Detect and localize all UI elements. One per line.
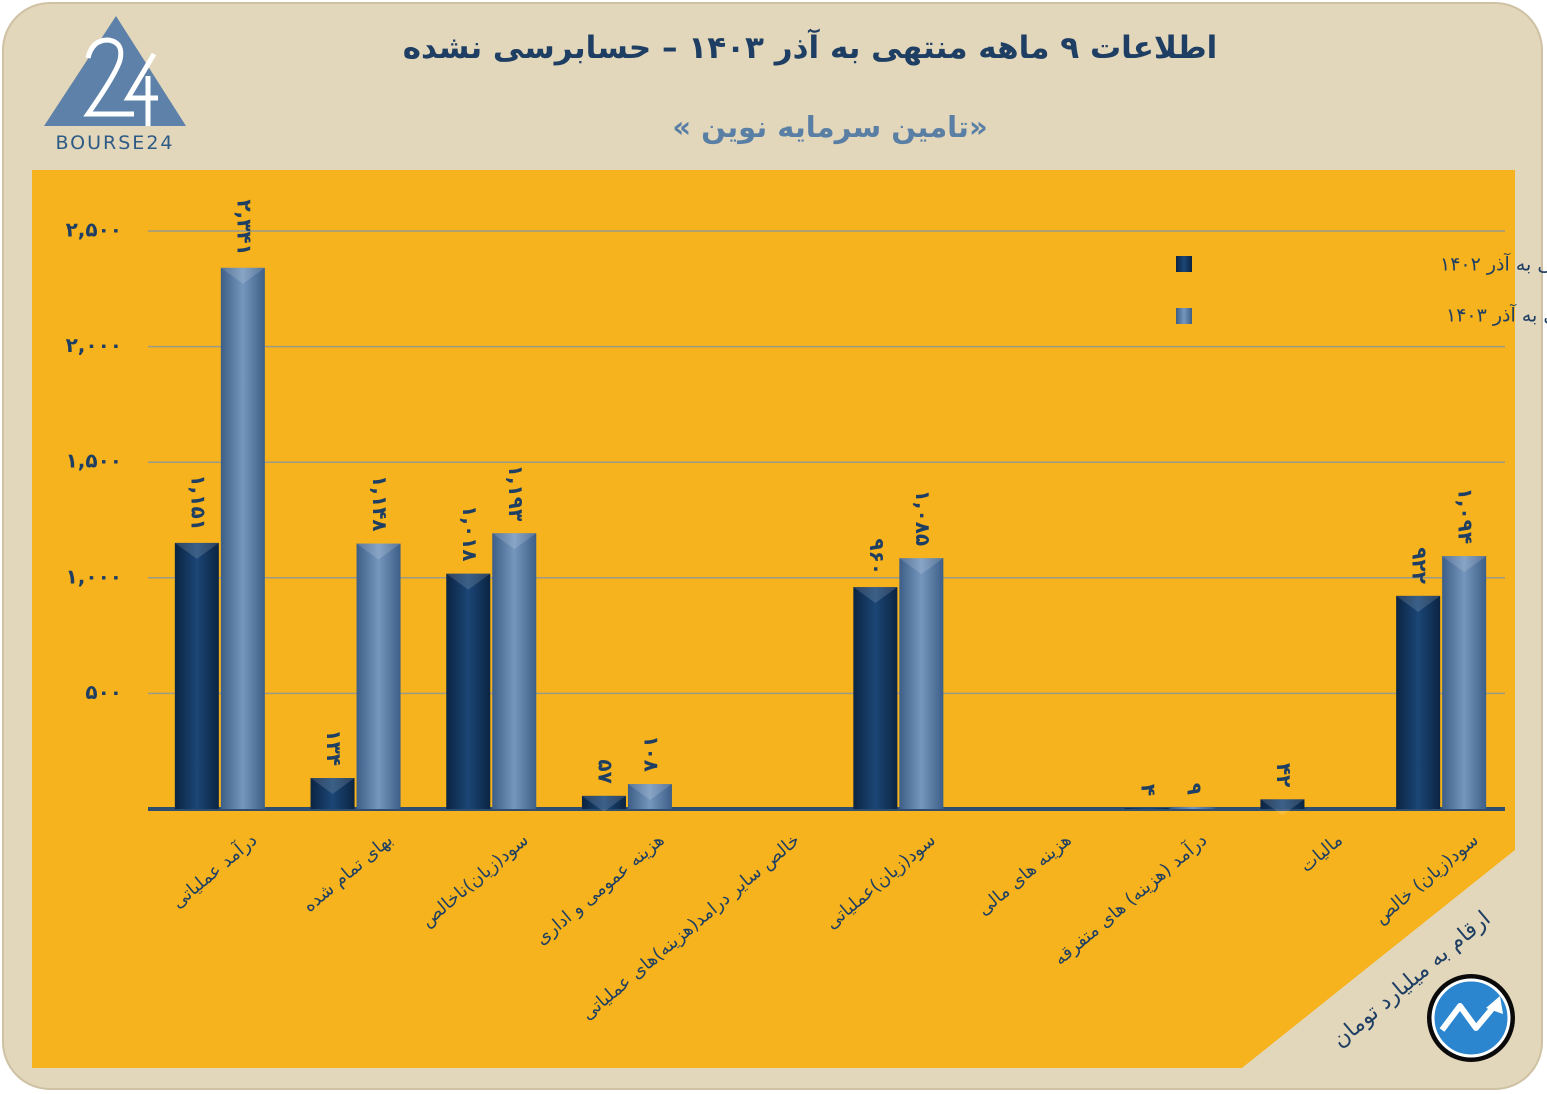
growth-arrow-icon (1427, 974, 1515, 1062)
bar-cap (220, 267, 265, 284)
data-label-1403: ۱,۱۴۸ (368, 475, 392, 531)
data-label-1402: ۹۶۰ (865, 538, 889, 575)
bar-cap (627, 784, 672, 801)
data-label-1403: ۱,۰۹۴ (1454, 488, 1478, 544)
bar-cap (1396, 595, 1441, 612)
bar-cap (899, 558, 944, 575)
bourse24-logo (44, 16, 186, 126)
bar-cap (492, 533, 537, 550)
data-label-1402: ۱,۱۵۱ (186, 474, 210, 530)
chart-panel (32, 170, 1515, 1068)
y-tick-label: ۲,۰۰۰ (66, 333, 122, 357)
data-label-1403: ۱۰۸ (639, 735, 663, 772)
bar-1402 (1124, 808, 1169, 809)
bar-cap (356, 543, 401, 560)
logo-text: BOURSE24 (55, 132, 175, 154)
bar-1403 (220, 267, 265, 809)
bar-1402 (1396, 595, 1441, 809)
data-label-1403: ۱,۱۹۳ (504, 465, 528, 521)
y-tick-label: ۱,۵۰۰ (66, 449, 122, 473)
bar-1402 (446, 573, 491, 809)
bar-1402 (174, 542, 219, 809)
bar-1403 (356, 543, 401, 809)
bar-cap (1260, 799, 1305, 816)
page-title: اطلاعات ۹ ماهه منتهی به آذر ۱۴۰۳ – حسابر… (402, 30, 1218, 66)
data-label-1402: ۹۲۲ (1408, 547, 1432, 584)
data-label-1403: ۱,۰۸۵ (911, 490, 935, 546)
data-label-1402: ۴ (1136, 784, 1160, 796)
legend-swatch-1403 (1176, 308, 1192, 324)
bar-1402 (310, 778, 355, 809)
data-label-1403: ۲,۳۴۱ (232, 199, 256, 255)
bar-1403 (1170, 806, 1215, 809)
bar-1403 (492, 533, 537, 809)
data-label-1402: ۱,۰۱۸ (458, 505, 482, 561)
legend-label-1403: عملکرد منتهی به آذر ۱۴۰۳ (1446, 303, 1547, 327)
y-tick-label: ۵۰۰ (85, 680, 122, 704)
y-tick-label: ۱,۰۰۰ (66, 564, 122, 588)
legend-swatch-1402 (1176, 256, 1192, 272)
legend: عملکرد منتهی به آذر ۱۴۰۲ عملکرد منتهی به… (1176, 252, 1547, 327)
bar-cap (446, 573, 491, 590)
bar-1403 (899, 558, 944, 809)
data-label-1402: ۱۳۴ (322, 729, 346, 766)
bar-cap (1442, 556, 1487, 573)
data-label-1402: ۵۷ (593, 759, 617, 783)
page-subtitle: «تامین سرمایه نوین » (672, 110, 988, 144)
bar-cap (174, 542, 219, 559)
bar-cap (853, 587, 898, 604)
data-label-1402: ۴۲ (1272, 763, 1296, 787)
data-label-1403: ۹ (1182, 783, 1206, 795)
bar-cap (581, 795, 626, 812)
bar-1402 (1260, 799, 1305, 809)
bar-1402 (581, 795, 626, 809)
bar-1402 (853, 587, 898, 809)
legend-label-1402: عملکرد منتهی به آذر ۱۴۰۲ (1440, 252, 1547, 276)
y-tick-label: ۲,۵۰۰ (66, 218, 122, 242)
bar-1403 (1442, 556, 1487, 809)
bar-cap (310, 778, 355, 795)
bar-1403 (627, 784, 672, 809)
